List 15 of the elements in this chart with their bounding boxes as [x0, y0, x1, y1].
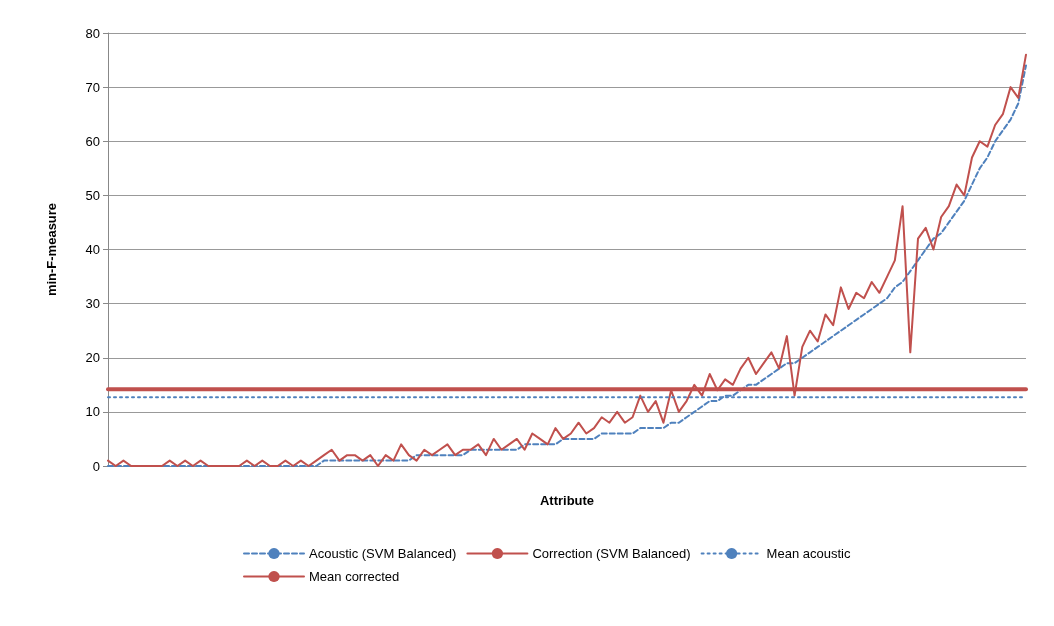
y-tick-label: 30 — [85, 296, 100, 312]
x-axis-title: Attribute — [539, 493, 595, 508]
y-tick-label: 0 — [92, 458, 100, 474]
y-tick-label: 60 — [85, 133, 100, 149]
legend-label: Mean corrected — [309, 569, 400, 584]
y-tick-label: 70 — [85, 79, 100, 95]
y-tick-label: 80 — [85, 25, 100, 41]
legend-label: Correction (SVM Balanced) — [532, 546, 691, 561]
y-tick-label: 40 — [85, 242, 100, 257]
legend-label: Mean acoustic — [766, 546, 851, 561]
y-tick-label: 10 — [85, 404, 100, 420]
y-tick-label: 20 — [85, 350, 100, 366]
y-axis-title: min-F-measure — [44, 202, 59, 297]
y-tick-label: 50 — [85, 187, 100, 203]
legend-label: Acoustic (SVM Balanced) — [309, 546, 457, 561]
